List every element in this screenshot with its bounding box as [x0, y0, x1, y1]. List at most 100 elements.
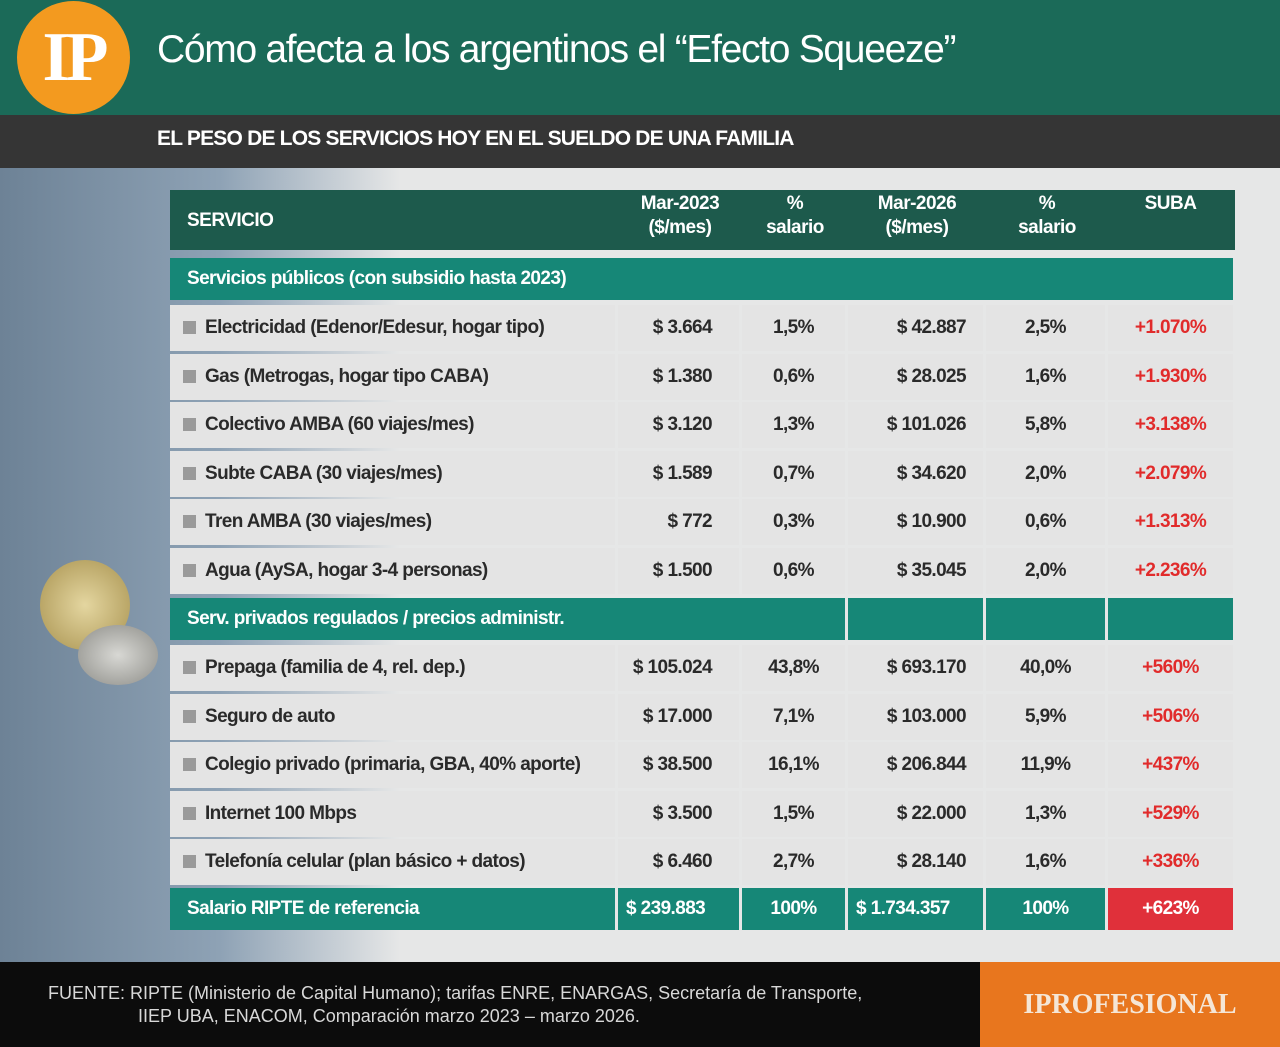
section-cell: [986, 598, 1105, 640]
source-line: IIEP UBA, ENACOM, Comparación marzo 2023…: [138, 1006, 640, 1026]
section-title: Servicios públicos (con subsidio hasta 2…: [187, 268, 567, 289]
table-cell: +560%: [1108, 645, 1233, 691]
table-cell: $ 22.000: [848, 790, 983, 837]
table-cell: 1,5%: [742, 305, 845, 351]
table-cell: $ 17.000: [618, 693, 739, 740]
table-cell: $ 35.045: [848, 547, 983, 594]
source: FUENTE: RIPTE (Ministerio de Capital Hum…: [48, 982, 862, 1028]
table-cell: 0,7%: [742, 450, 845, 497]
bullet: [183, 806, 196, 820]
table-cell: 1,5%: [742, 790, 845, 837]
total-cell: Salario RIPTE de referencia: [170, 888, 615, 930]
bullet: [183, 515, 196, 528]
header-row: [170, 190, 1235, 250]
table-cell: $ 3.500: [618, 790, 739, 837]
table-cell: $ 42.887: [848, 305, 983, 351]
table-cell: Tren AMBA (30 viajes/mes): [170, 499, 615, 545]
header-line: salario: [1018, 217, 1076, 238]
column-header: % salario: [742, 192, 848, 250]
table-cell: 0,6%: [986, 499, 1105, 545]
bullet: [183, 661, 196, 674]
table-cell: 0,3%: [742, 499, 845, 545]
table-cell: +1.930%: [1108, 353, 1233, 400]
header-line: Mar-2026: [877, 193, 957, 214]
table-cell: $ 1.500: [618, 547, 739, 594]
table-cell: +1.070%: [1108, 305, 1233, 351]
table-cell: $ 105.024: [618, 645, 739, 691]
table-cell: $ 101.026: [848, 402, 983, 448]
total-cell: 100%: [742, 888, 845, 930]
table-cell: $ 28.025: [848, 353, 983, 400]
table-cell: 16,1%: [742, 742, 845, 788]
table-cell: +529%: [1108, 790, 1233, 837]
column-header: % salario: [986, 192, 1108, 250]
table-cell: $ 693.170: [848, 645, 983, 691]
table-cell: 0,6%: [742, 353, 845, 400]
table-cell: Colectivo AMBA (60 viajes/mes): [170, 402, 615, 448]
table-cell: $ 1.589: [618, 450, 739, 497]
table-cell: 40,0%: [986, 645, 1105, 691]
header-line: Mar-2023: [640, 193, 720, 214]
header-line: SUBA: [1144, 193, 1197, 214]
coin: [78, 625, 158, 685]
column-header: SUBA: [1108, 192, 1233, 250]
column-header: SERVICIO: [170, 192, 618, 250]
header-line: SERVICIO: [187, 210, 274, 231]
table-cell: Seguro de auto: [170, 693, 615, 740]
table-cell: 2,0%: [986, 547, 1105, 594]
table-cell: $ 38.500: [618, 742, 739, 788]
header-line: salario: [766, 217, 824, 238]
section-cell: [848, 598, 983, 640]
bullet: [183, 709, 196, 723]
table-cell: +506%: [1108, 693, 1233, 740]
bullet: [183, 466, 196, 480]
table-cell: $ 34.620: [848, 450, 983, 497]
bullet: [183, 758, 196, 771]
table-cell: 0,6%: [742, 547, 845, 594]
bullet: [183, 563, 196, 577]
table-cell: Agua (AySA, hogar 3-4 personas): [170, 547, 615, 594]
table-cell: Electricidad (Edenor/Edesur, hogar tipo): [170, 305, 615, 351]
table-cell: 1,3%: [986, 790, 1105, 837]
bullet: [183, 369, 196, 383]
table-cell: $ 28.140: [848, 839, 983, 885]
source-line: FUENTE: RIPTE (Ministerio de Capital Hum…: [48, 983, 863, 1003]
table-cell: 2,0%: [986, 450, 1105, 497]
brand: IPROFESIONAL: [980, 962, 1280, 1047]
table-cell: 1,6%: [986, 839, 1105, 885]
table-cell: Telefonía celular (plan básico + datos): [170, 839, 615, 885]
section-title: Serv. privados regulados / precios admin…: [187, 608, 565, 629]
bullet: [183, 321, 196, 334]
table-cell: 2,5%: [986, 305, 1105, 351]
table-cell: 1,6%: [986, 353, 1105, 400]
table-cell: +437%: [1108, 742, 1233, 788]
table-cell: $ 772: [618, 499, 739, 545]
table-cell: +2.236%: [1108, 547, 1233, 594]
total-cell: $ 239.883: [618, 888, 739, 930]
table-cell: $ 6.460: [618, 839, 739, 885]
column-header: Mar-2023 ($/mes): [618, 192, 742, 250]
table-cell: 11,9%: [986, 742, 1105, 788]
section-header: [170, 258, 1233, 300]
table-cell: 5,9%: [986, 693, 1105, 740]
table-cell: 7,1%: [742, 693, 845, 740]
bullet: [183, 855, 196, 868]
table-cell: $ 3.664: [618, 305, 739, 351]
table-cell: Prepaga (familia de 4, rel. dep.): [170, 645, 615, 691]
total-cell: 100%: [986, 888, 1105, 930]
header-line: ($/mes): [885, 217, 949, 238]
title: Cómo afecta a los argentinos el “Efecto …: [157, 28, 957, 71]
header-line: %: [1038, 193, 1056, 214]
header-band: [0, 0, 1280, 115]
table-cell: 43,8%: [742, 645, 845, 691]
table-cell: 2,7%: [742, 839, 845, 885]
header-line: ($/mes): [648, 217, 712, 238]
section-cell: [742, 598, 845, 640]
subtitle: EL PESO DE LOS SERVICIOS HOY EN EL SUELD…: [157, 127, 794, 150]
total-cell: +623%: [1108, 888, 1233, 930]
header-line: %: [786, 193, 804, 214]
table-cell: 5,8%: [986, 402, 1105, 448]
table-cell: +336%: [1108, 839, 1233, 885]
table-cell: Gas (Metrogas, hogar tipo CABA): [170, 353, 615, 400]
